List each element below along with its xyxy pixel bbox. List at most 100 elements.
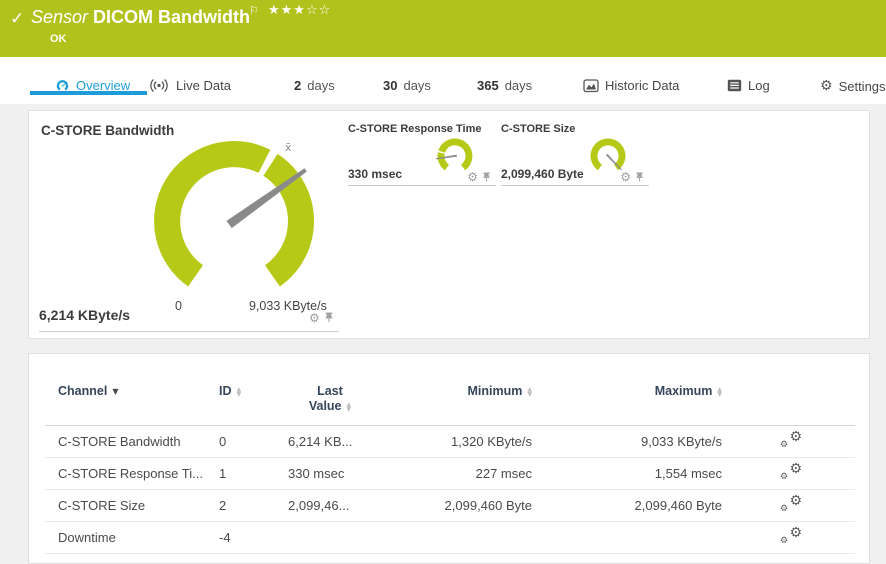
- channel-id: 0: [219, 434, 227, 449]
- tab-365-days[interactable]: 365 days: [477, 78, 532, 93]
- size-gauge-needle: [605, 153, 622, 171]
- tab-30-days-number: 30: [383, 78, 398, 93]
- pin-icon[interactable]: [481, 171, 492, 183]
- tab-settings[interactable]: ⚙ Settings: [820, 78, 886, 94]
- gauge-settings-gear-icon[interactable]: ⚙: [620, 170, 631, 184]
- main-gauge: [154, 141, 315, 287]
- channel-maximum: 2,099,460 Byte: [634, 498, 722, 513]
- size-gauge-value: 2,099,460 Byte: [501, 167, 584, 181]
- settings-gear-icon: ⚙: [820, 78, 833, 94]
- channel-maximum: 1,554 msec: [654, 466, 722, 481]
- priority-stars[interactable]: ★★★☆☆: [268, 3, 332, 18]
- status-badge: OK: [50, 33, 67, 45]
- sort-toggle-icon: ▲ ▼: [236, 385, 242, 398]
- size-gauge-block: C-STORE Size 2,099,460 Byte ⚙: [501, 119, 649, 189]
- broadcast-icon: [150, 79, 168, 92]
- sort-toggle-icon: ▲ ▼: [346, 400, 352, 413]
- table-row: C-STORE Response Ti... 1 330 msec 227 ms…: [45, 458, 855, 490]
- channel-name[interactable]: Downtime: [58, 530, 116, 545]
- table-header-row: Channel ▼ ID ▲ ▼ Last Value ▲ ▼ Minimum ▲ ▼ Max…: [45, 376, 855, 426]
- channel-id: 2: [219, 498, 227, 513]
- main-gauge-value: 6,214 KByte/s: [39, 307, 131, 323]
- main-gauge-title: C-STORE Bandwidth: [41, 123, 175, 138]
- flag-icon[interactable]: ⚐: [249, 4, 259, 17]
- channels-table: Channel ▼ ID ▲ ▼ Last Value ▲ ▼ Minimum ▲ ▼ Max…: [45, 376, 855, 554]
- table-row: Downtime -4 ⚙ ⚙: [45, 522, 855, 554]
- pin-icon[interactable]: [634, 171, 645, 183]
- column-header-id-label: ID: [219, 384, 232, 398]
- main-gauge-scale-min: 0: [175, 299, 182, 313]
- channel-maximum: 9,033 KByte/s: [641, 434, 722, 449]
- tab-log[interactable]: Log: [727, 78, 770, 93]
- main-gauge-divider: [39, 331, 339, 332]
- table-row: C-STORE Bandwidth 0 6,214 KB... 1,320 KB…: [45, 426, 855, 458]
- column-header-maximum[interactable]: Maximum ▲ ▼: [532, 384, 722, 398]
- tab-30-days[interactable]: 30 days: [383, 78, 431, 93]
- tab-365-days-label: days: [504, 78, 533, 93]
- column-header-maximum-label: Maximum: [654, 384, 713, 398]
- response-gauge-value: 330 msec: [348, 167, 403, 181]
- status-ok-check-icon: ✓: [10, 9, 25, 29]
- tab-30-days-label: days: [403, 78, 431, 93]
- main-gauge-needle: [226, 168, 307, 229]
- response-gauge-needle: [435, 154, 457, 160]
- column-header-minimum-label: Minimum: [467, 384, 523, 398]
- gauges-panel: C-STORE Bandwidth x̄ 0 9,033 KByte/s 6,2…: [28, 110, 870, 339]
- column-header-id[interactable]: ID ▲ ▼: [205, 384, 275, 398]
- tab-365-days-number: 365: [477, 78, 499, 93]
- tab-bar: Overview Live Data 2 days 30 days 365 da…: [0, 57, 886, 104]
- channel-name[interactable]: C-STORE Response Ti...: [58, 466, 203, 481]
- table-row: C-STORE Size 2 2,099,46... 2,099,460 Byt…: [45, 490, 855, 522]
- column-header-last-value[interactable]: Last Value ▲ ▼: [275, 384, 385, 414]
- column-header-last-label: Last: [317, 384, 343, 398]
- column-header-minimum[interactable]: Minimum ▲ ▼: [385, 384, 532, 398]
- tab-2-days-label: days: [307, 78, 335, 93]
- channel-settings-gears-icon[interactable]: ⚙ ⚙: [780, 463, 802, 482]
- pin-icon[interactable]: [323, 311, 335, 324]
- channel-minimum: 1,320 KByte/s: [451, 434, 532, 449]
- active-tab-underline: [30, 91, 147, 95]
- tab-2-days-number: 2: [294, 78, 302, 93]
- average-marker: x̄: [285, 141, 292, 154]
- channel-id: 1: [219, 466, 227, 481]
- size-gauge-title: C-STORE Size: [501, 123, 576, 135]
- sensor-header: ✓ Sensor DICOM Bandwidth ⚐ ★★★☆☆ OK: [0, 0, 886, 57]
- channel-id: -4: [219, 530, 231, 545]
- tab-overview[interactable]: Overview: [55, 78, 130, 93]
- response-gauge-divider: [348, 185, 496, 186]
- sort-desc-icon: ▼: [112, 387, 119, 396]
- channel-settings-gears-icon[interactable]: ⚙ ⚙: [780, 431, 802, 450]
- column-header-channel[interactable]: Channel ▼: [45, 384, 205, 398]
- tab-2-days[interactable]: 2 days: [294, 78, 335, 93]
- page-title: Sensor DICOM Bandwidth: [31, 7, 250, 28]
- column-header-value-label: Value: [308, 399, 342, 413]
- channel-name[interactable]: C-STORE Size: [58, 498, 146, 513]
- channel-last-value: 6,214 KB...: [288, 434, 353, 449]
- channel-name[interactable]: C-STORE Bandwidth: [58, 434, 181, 449]
- sensor-name: DICOM Bandwidth: [93, 7, 251, 27]
- gauge-settings-gear-icon[interactable]: ⚙: [467, 170, 478, 184]
- response-gauge-title: C-STORE Response Time: [348, 123, 482, 135]
- response-gauge: [435, 138, 473, 171]
- channel-last-value: 2,099,46...: [288, 498, 350, 513]
- gauge-settings-gear-icon[interactable]: ⚙: [309, 310, 320, 325]
- channel-minimum: 2,099,460 Byte: [444, 498, 532, 513]
- column-header-channel-label: Channel: [58, 384, 108, 398]
- tab-live-data-label: Live Data: [176, 78, 231, 93]
- size-gauge: [590, 138, 626, 171]
- channel-settings-gears-icon[interactable]: ⚙ ⚙: [780, 495, 802, 514]
- object-kind-label: Sensor: [31, 7, 89, 27]
- size-gauge-divider: [501, 185, 649, 186]
- response-time-gauge-block: C-STORE Response Time 330 msec ⚙: [348, 119, 496, 189]
- log-list-icon: [727, 79, 742, 92]
- gauge-icon: [56, 80, 69, 91]
- tab-log-label: Log: [748, 78, 770, 93]
- channel-last-value: 330 msec: [288, 466, 345, 481]
- tab-live-data[interactable]: Live Data: [148, 78, 231, 93]
- tab-historic-data[interactable]: Historic Data: [583, 78, 679, 93]
- historic-chart-icon: [583, 78, 599, 92]
- channel-settings-gears-icon[interactable]: ⚙ ⚙: [780, 527, 802, 546]
- tab-settings-label: Settings: [838, 78, 886, 94]
- tab-historic-data-label: Historic Data: [605, 78, 680, 93]
- tab-overview-label: Overview: [76, 78, 131, 93]
